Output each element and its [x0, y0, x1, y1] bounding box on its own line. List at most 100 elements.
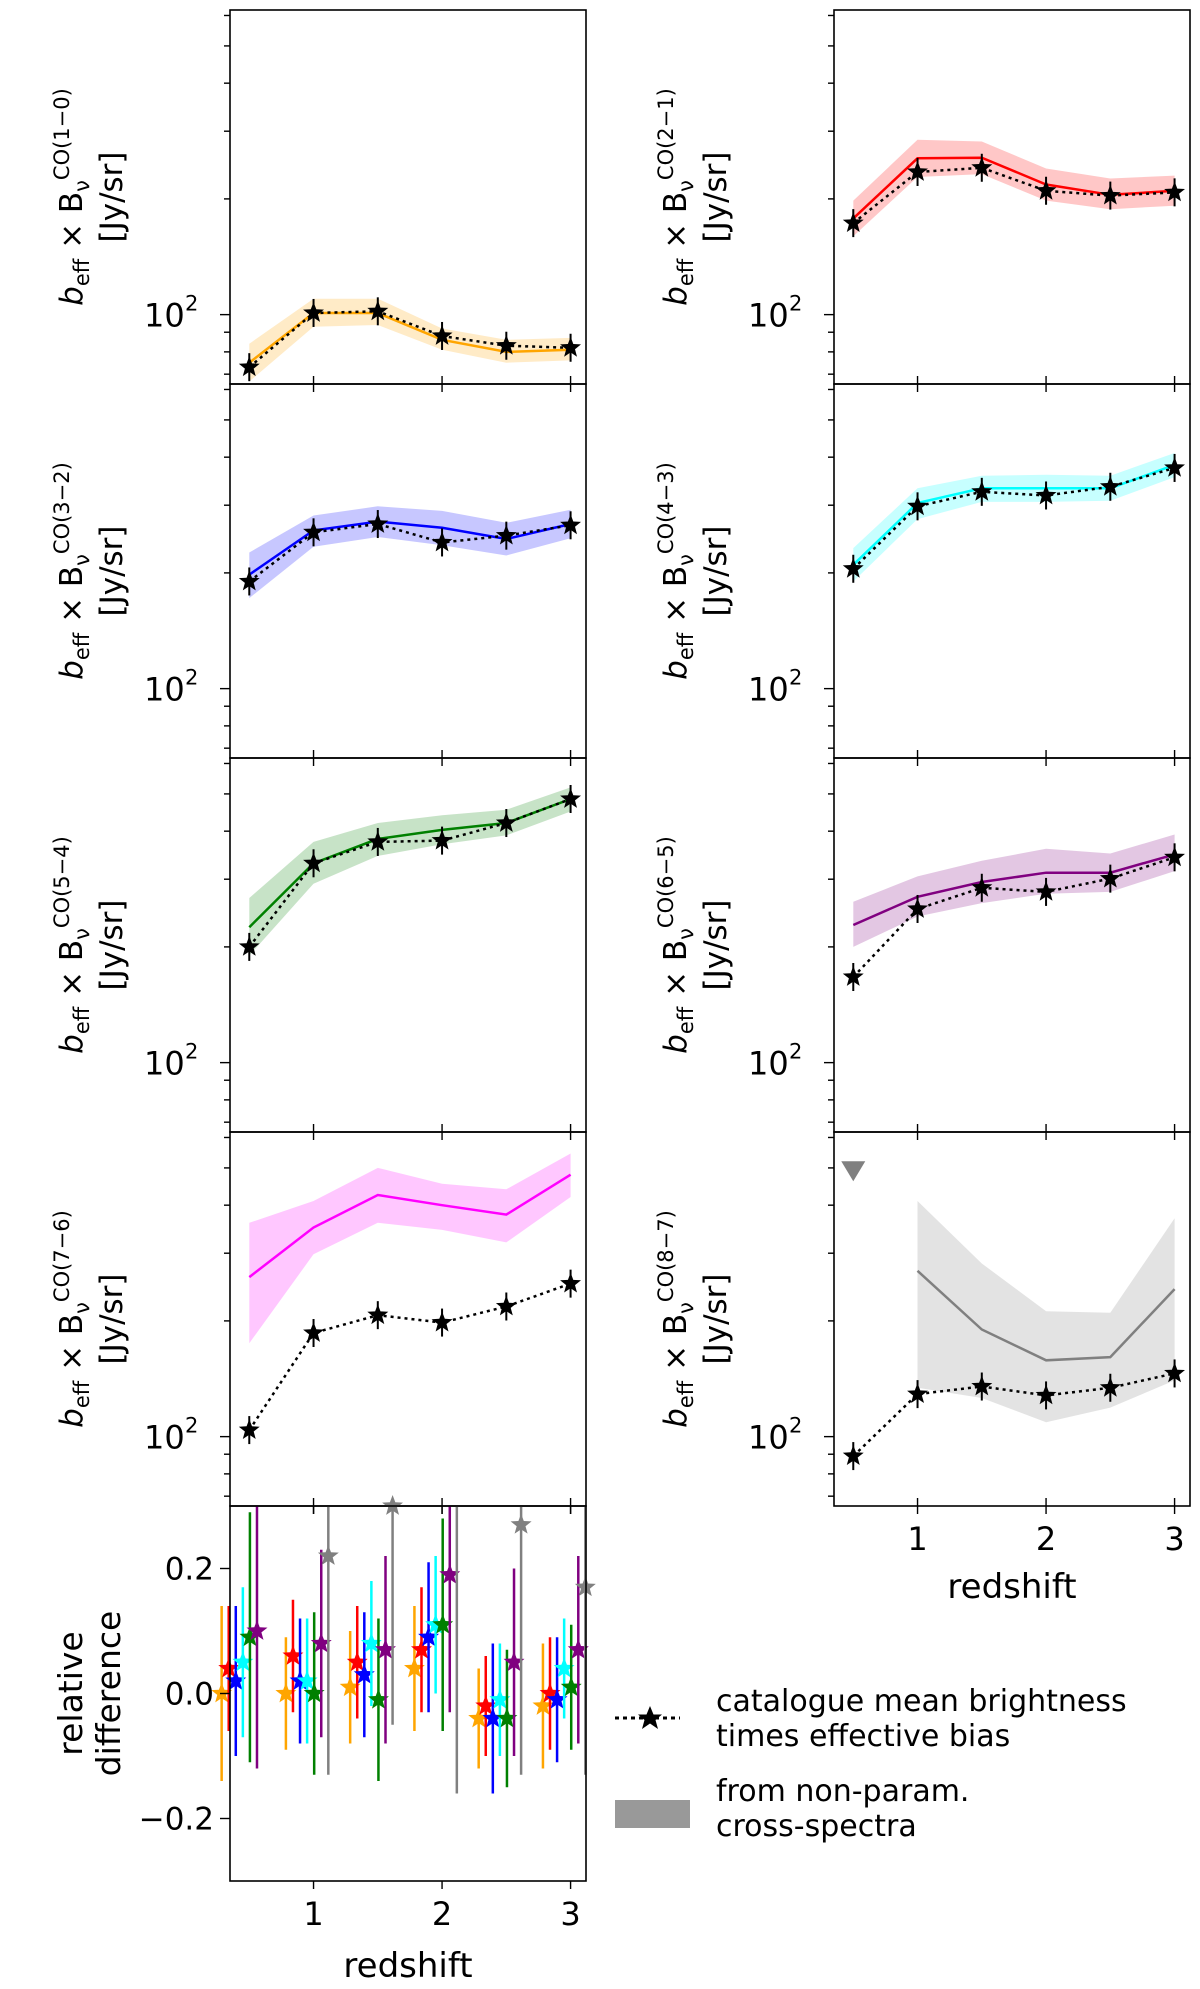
y-axis-units: [Jy/sr]	[94, 1273, 130, 1364]
y-axis-label-part: ν	[674, 928, 698, 940]
y-axis-label-part: b	[658, 286, 694, 306]
diff-y-tick-label: −0.2	[139, 1802, 214, 1838]
x-axis-label: redshift	[947, 1567, 1076, 1607]
catalogue-star	[238, 356, 260, 377]
y-axis-label-part: × B	[54, 940, 90, 1007]
catalogue-line	[852, 1372, 1175, 1457]
y-axis-label-part: ν	[674, 554, 698, 566]
y-axis-label-part: eff	[674, 632, 698, 660]
y-axis-units: [Jy/sr]	[94, 899, 130, 990]
y-tick-exponent: 2	[185, 1414, 198, 1438]
y-axis-label: beff × BνCO(8−7)	[654, 1210, 698, 1428]
catalogue-star	[907, 898, 928, 918]
catalogue-star	[1035, 484, 1057, 505]
y-axis-label-part: ν	[70, 180, 94, 192]
y-axis-label-part: × B	[658, 192, 694, 259]
y-axis-label-part: × B	[54, 566, 90, 633]
diff-y-axis-label-1: relative	[51, 1631, 90, 1755]
catalogue-star	[560, 336, 581, 357]
y-axis-label-part: b	[658, 1408, 694, 1428]
diff-y-tick-label: 0.0	[165, 1677, 214, 1713]
diff-star	[303, 1682, 325, 1703]
catalogue-star	[367, 300, 389, 321]
confidence-band	[853, 139, 1175, 237]
y-axis-label-part: × B	[658, 566, 694, 633]
catalogue-star	[495, 1295, 517, 1316]
diff-x-tick-label: 2	[432, 1895, 452, 1933]
y-axis-label: beff × BνCO(5−4)	[50, 836, 94, 1054]
catalogue-star	[842, 212, 864, 232]
diff-star	[439, 1563, 461, 1584]
cross-spectra-line	[248, 520, 571, 576]
diff-star	[296, 1670, 318, 1690]
y-tick-label: 10	[748, 1419, 789, 1457]
diff-star	[360, 1632, 382, 1653]
diff-star	[375, 1638, 396, 1659]
y-axis-label-part: eff	[70, 632, 94, 660]
diff-star	[510, 1513, 532, 1534]
y-axis-label-part: b	[54, 660, 90, 680]
y-tick-exponent: 2	[185, 292, 198, 316]
diff-star	[368, 1688, 389, 1709]
y-axis-label-part: × B	[54, 192, 90, 259]
y-axis-label-part: CO(4−3)	[654, 462, 678, 554]
catalogue-line	[852, 466, 1175, 570]
y-axis-label-part: b	[54, 286, 90, 306]
y-tick-label: 10	[144, 297, 185, 335]
diff-star	[560, 1676, 582, 1697]
diff-x-tick-label: 1	[303, 1895, 323, 1933]
y-axis-label-part: eff	[70, 1380, 94, 1408]
y-axis-label-part: ν	[70, 1302, 94, 1314]
catalogue-star	[1035, 1384, 1057, 1405]
diff-star	[225, 1670, 247, 1690]
diff-star	[475, 1695, 497, 1715]
catalogue-star	[431, 1311, 453, 1332]
y-axis-label-part: eff	[674, 1006, 698, 1034]
axes-frame	[833, 1131, 1191, 1507]
diff-star	[553, 1657, 575, 1678]
catalogue-star	[303, 302, 324, 322]
cross-spectra-line	[248, 1173, 572, 1279]
diff-star	[310, 1632, 332, 1653]
diff-star	[232, 1651, 254, 1672]
legend-star-marker	[638, 1706, 662, 1729]
axes-frame	[229, 383, 587, 759]
catalogue-star	[971, 480, 993, 501]
y-axis-label-part: CO(2−1)	[654, 88, 678, 180]
y-axis-label-part: CO(1−0)	[50, 88, 74, 180]
catalogue-star	[303, 1322, 324, 1342]
confidence-band	[249, 787, 571, 956]
catalogue-line	[248, 797, 572, 948]
y-axis-units: [Jy/sr]	[698, 1273, 734, 1364]
catalogue-line	[248, 522, 571, 583]
y-tick-label: 10	[144, 1045, 185, 1083]
y-tick-label: 10	[748, 1045, 789, 1083]
catalogue-star	[971, 876, 993, 897]
catalogue-star	[367, 513, 389, 533]
diff-star	[503, 1651, 525, 1672]
y-axis-label: beff × BνCO(6−5)	[654, 836, 698, 1054]
catalogue-star	[303, 852, 324, 873]
axes-frame	[833, 757, 1191, 1133]
diff-star	[432, 1613, 454, 1634]
catalogue-line	[852, 166, 1175, 225]
y-axis-label-part: b	[54, 1034, 90, 1054]
diff-star	[317, 1545, 339, 1565]
catalogue-star	[431, 531, 453, 552]
y-tick-exponent: 2	[789, 666, 802, 690]
diff-x-axis-label: redshift	[343, 1946, 472, 1986]
y-axis-units: [Jy/sr]	[698, 151, 734, 242]
catalogue-star	[431, 325, 453, 345]
legend-line-label-2: times effective bias	[716, 1719, 1010, 1754]
confidence-band	[249, 506, 571, 599]
diff-star	[339, 1676, 361, 1697]
y-axis-label-part: ν	[70, 928, 94, 940]
diff-star	[282, 1645, 304, 1665]
catalogue-star	[1164, 456, 1185, 477]
